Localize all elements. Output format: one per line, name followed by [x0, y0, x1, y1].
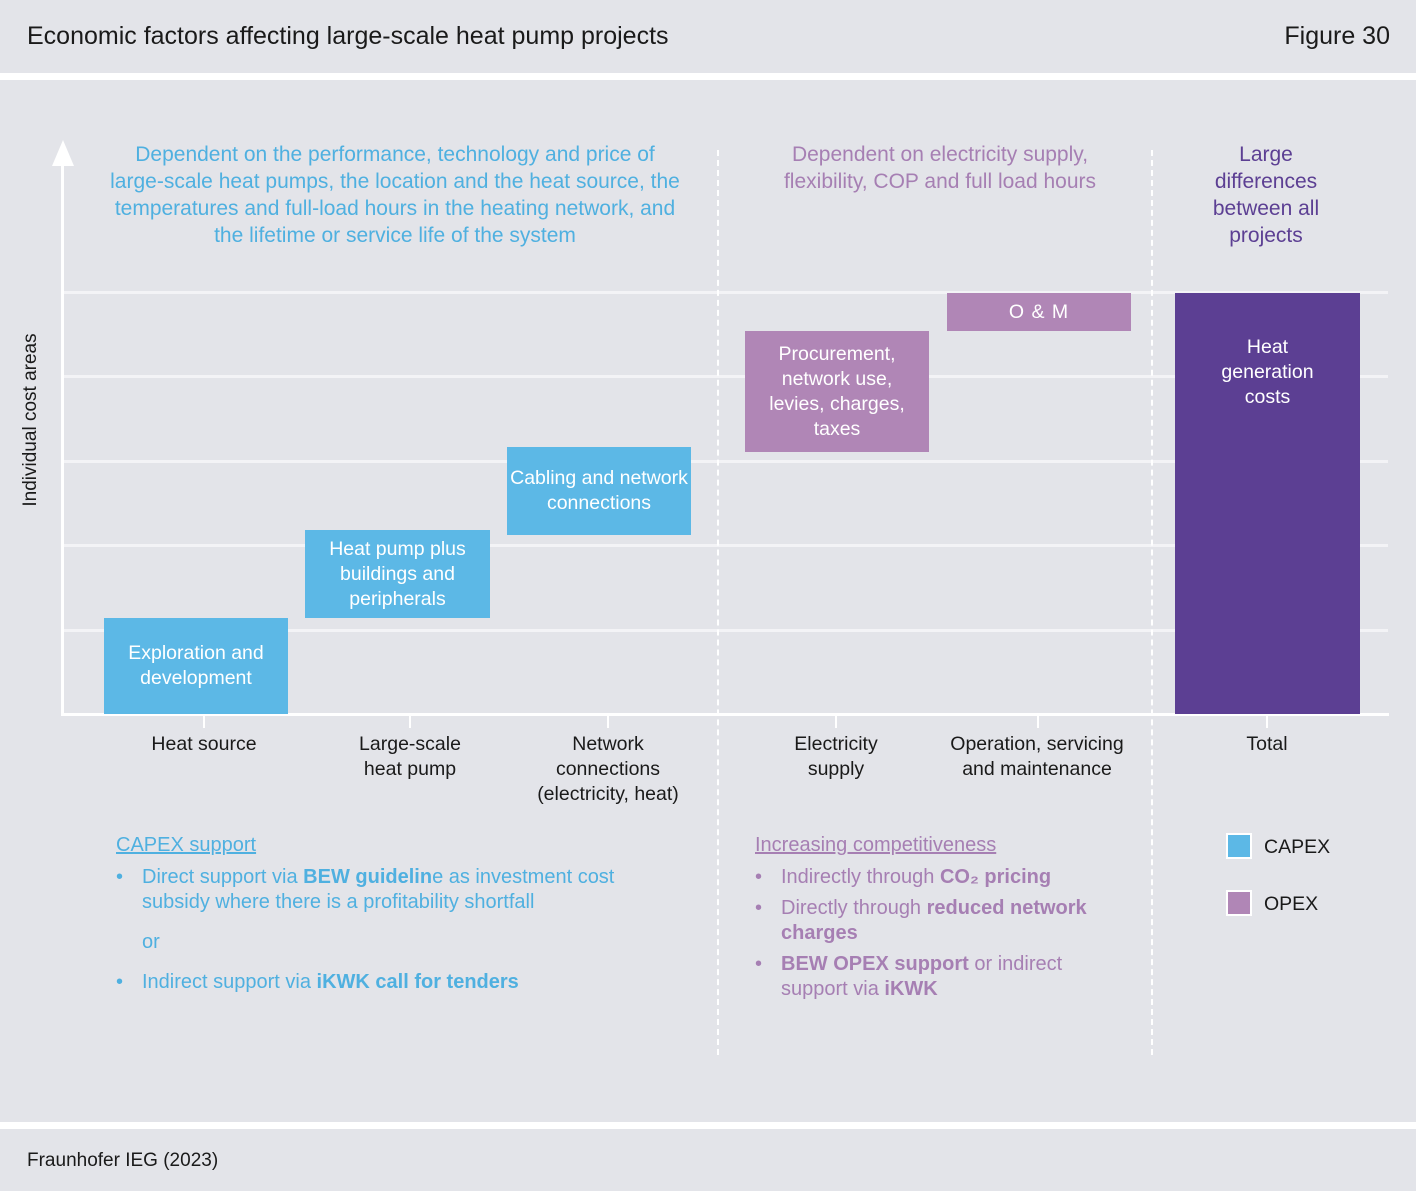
text-bold: iKWK — [884, 978, 938, 1000]
legend-opex-label: OPEX — [1264, 893, 1319, 915]
list-item: • Indirect support via iKWK call for tend… — [116, 970, 676, 995]
or-text: or — [142, 931, 160, 953]
bar-heat-pump-label: Heat pump plus buildings and peripherals — [329, 537, 466, 610]
opex-dependency-note: Dependent on electricity supply, flexibi… — [783, 143, 1097, 193]
list-item: • BEW OPEX support or indirect support vi… — [755, 952, 1095, 1002]
text: or indirect support via — [781, 953, 1063, 1000]
bullet-icon: • — [755, 953, 763, 975]
figure-number: Figure 30 — [1284, 22, 1390, 50]
text-bold: reduced network charges — [781, 897, 1087, 944]
gridline — [64, 629, 1388, 632]
list-item: • Directly through reduced network charge… — [755, 896, 1095, 946]
bar-exploration: Exploration and development — [104, 618, 288, 714]
source-credit: Fraunhofer IEG (2023) — [27, 1150, 219, 1171]
gridline — [64, 544, 1388, 547]
legend-opex-swatch — [1226, 890, 1252, 916]
legend-capex-label: CAPEX — [1264, 836, 1331, 858]
category-heat-source: Heat source — [151, 733, 257, 755]
list-item: • Direct support via BEW guideline as inv… — [116, 865, 676, 915]
y-axis — [61, 162, 64, 715]
text: Direct support via — [142, 866, 304, 888]
x-tick — [835, 716, 837, 728]
bar-cabling-label: Cabling and network connections — [510, 467, 688, 514]
x-tick — [203, 716, 205, 728]
category-network-connections: Network connections (electricity, heat) — [537, 733, 679, 805]
category-electricity-supply: Electricity supply — [794, 733, 878, 780]
category-operation: Operation, servicing and maintenance — [950, 733, 1124, 780]
text: Indirectly through — [781, 866, 940, 888]
section-divider — [717, 150, 719, 1055]
opex-support-list: • Indirectly through CO₂ pricing • Directl… — [755, 865, 1095, 1002]
bullet-icon: • — [755, 866, 763, 888]
list-item: • Indirectly through CO₂ pricing — [755, 865, 1095, 890]
capex-dependency-note: Dependent on the performance, technology… — [110, 143, 680, 247]
legend-capex-swatch — [1226, 833, 1252, 859]
bullet-icon: • — [755, 897, 763, 919]
capex-support-list: • Direct support via BEW guideline as inv… — [116, 865, 676, 995]
text-bold: BEW OPEX support — [781, 953, 969, 975]
x-tick — [607, 716, 609, 728]
y-axis-arrow — [52, 140, 74, 166]
opex-support-title: Increasing competitiveness — [755, 834, 997, 856]
x-axis — [61, 713, 1389, 716]
text-bold: BEW guidelin — [303, 866, 433, 888]
category-large-scale-heat-pump: Large-scale heat pump — [359, 733, 461, 780]
bullet-icon: • — [116, 866, 124, 888]
bar-om-label: O & M — [1008, 300, 1070, 323]
text: Indirect support via — [142, 971, 317, 993]
or-text-row: or — [116, 930, 676, 955]
bar-procurement-label: Procurement, network use, levies, charge… — [769, 342, 905, 440]
section-divider — [1151, 150, 1153, 1055]
bar-cabling: Cabling and network connections — [507, 447, 691, 535]
header-band — [0, 0, 1416, 73]
bar-procurement: Procurement, network use, levies, charge… — [745, 331, 929, 452]
bar-heat-generation-label: Heat generation costs — [1221, 336, 1314, 408]
capex-support-title: CAPEX support — [116, 834, 257, 856]
gridline — [64, 291, 1388, 294]
text: Directly through — [781, 897, 927, 919]
bar-heat-pump: Heat pump plus buildings and peripherals — [305, 530, 490, 618]
footer-band — [0, 1129, 1416, 1191]
bar-exploration-label: Exploration and development — [128, 642, 264, 689]
category-total: Total — [1246, 733, 1288, 755]
bar-om: O & M — [947, 293, 1131, 331]
bar-heat-generation: Heat generation costs — [1175, 293, 1360, 714]
total-dependency-note: Large differences between all projects — [1212, 143, 1320, 247]
gridline — [64, 375, 1388, 378]
text-bold: CO₂ pricing — [939, 866, 1052, 888]
x-tick — [409, 716, 411, 728]
bullet-icon: • — [116, 971, 124, 993]
y-axis-label: Individual cost areas — [20, 333, 41, 507]
text-bold: iKWK call for tenders — [316, 971, 519, 993]
x-tick — [1266, 716, 1268, 728]
text: e as investment cost subsidy where there… — [142, 866, 615, 913]
gridline — [64, 460, 1388, 463]
figure-title: Economic factors affecting large-scale h… — [27, 22, 669, 50]
x-tick — [1037, 716, 1039, 728]
